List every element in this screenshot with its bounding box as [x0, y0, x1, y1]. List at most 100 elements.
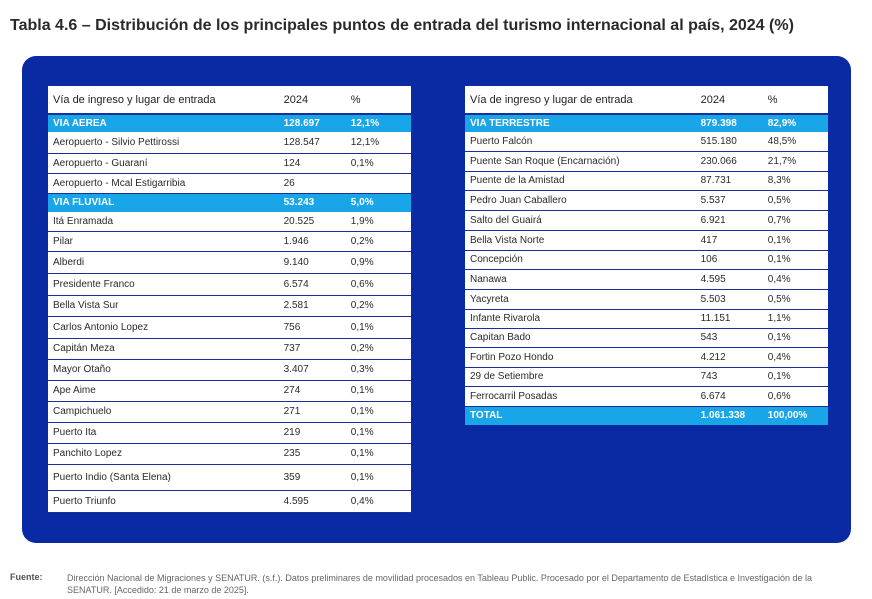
table-row: Alberdi 9.140 0,9% [48, 251, 411, 274]
cell-value: 4.595 [278, 490, 346, 513]
page-title: Tabla 4.6 – Distribución de los principa… [10, 17, 794, 34]
table-row: Campichuelo 271 0,1% [48, 401, 411, 423]
cell-pct: 1,1% [762, 309, 828, 329]
cell-pct: 0,5% [762, 289, 828, 310]
cell-value: 219 [278, 422, 346, 444]
cell-value: 359 [278, 464, 346, 491]
cell-name: Pilar [48, 231, 279, 252]
table-row: Infante Rivarola 11.151 1,1% [465, 309, 828, 329]
cell-name: Capitan Bado [465, 328, 696, 348]
cell-value: 106 [695, 250, 763, 270]
table-row: Capitan Bado 543 0,1% [465, 328, 828, 348]
cell-name: Fortin Pozo Hondo [465, 347, 696, 368]
table-row: Ape Aime 274 0,1% [48, 380, 411, 402]
cell-pct: 0,1% [762, 367, 828, 387]
cell-name: Nanawa [465, 269, 696, 290]
cell-name: Bella Vista Norte [465, 230, 696, 251]
column-header-pct: % [762, 86, 828, 115]
cell-name: Aeropuerto - Silvio Pettirossi [48, 132, 279, 154]
table-row: Aeropuerto - Silvio Pettirossi 128.547 12,… [48, 132, 411, 154]
cell-name: Carlos Antonio Lopez [48, 316, 279, 339]
cell-value: 274 [278, 380, 346, 402]
cell-value: 737 [278, 338, 346, 360]
cell-name: Itá Enramada [48, 212, 279, 232]
left-table: Vía de ingreso y lugar de entrada 2024% VI… [48, 86, 411, 513]
cell-pct: 0,1% [345, 422, 411, 444]
cell-value: 230.066 [695, 151, 763, 172]
table-row: Carlos Antonio Lopez 756 0,1% [48, 316, 411, 339]
cell-name: Bella Vista Sur [48, 295, 279, 317]
table-row: Bella Vista Norte 417 0,1% [465, 230, 828, 251]
table-row: Nanawa 4.595 0,4% [465, 269, 828, 290]
cell-name: Aeropuerto - Mcal Estigarribia [48, 173, 279, 194]
column-header-year: 2024 [278, 86, 346, 115]
cell-pct: 0,2% [345, 231, 411, 252]
table-row: Aeropuerto - Guaraní 124 0,1% [48, 153, 411, 174]
section-row: VIA TERRESTRE 879.398 82,9% [465, 114, 828, 133]
table-row: Puente San Roque (Encarnación) 230.066 21,… [465, 151, 828, 172]
cell-name: Mayor Otaño [48, 359, 279, 381]
cell-pct: 0,1% [345, 380, 411, 402]
cell-name: Puente San Roque (Encarnación) [465, 151, 696, 172]
cell-value: 417 [695, 230, 763, 251]
table-row: Ferrocarril Posadas 6.674 0,6% [465, 386, 828, 407]
table-row: Itá Enramada 20.525 1,9% [48, 212, 411, 232]
cell-name: VIA FLUVIAL [48, 193, 279, 213]
cell-name: Puerto Falcón [465, 132, 696, 152]
cell-name: Ape Aime [48, 380, 279, 402]
cell-pct: 0,9% [345, 251, 411, 274]
cell-value: 1.061.338 [695, 406, 763, 425]
cell-pct: 0,1% [345, 153, 411, 174]
cell-value: 53.243 [278, 193, 346, 213]
column-header-name: Vía de ingreso y lugar de entrada [465, 86, 696, 115]
cell-pct: 48,5% [762, 132, 828, 152]
cell-name: Concepción [465, 250, 696, 270]
cell-value: 235 [278, 443, 346, 465]
cell-value: 756 [278, 316, 346, 339]
cell-pct: 0,2% [345, 338, 411, 360]
cell-value: 2.581 [278, 295, 346, 317]
total-row: TOTAL 1.061.338 100,00% [465, 406, 828, 425]
table-row: Concepción 106 0,1% [465, 250, 828, 270]
cell-name: Puerto Triunfo [48, 490, 279, 513]
cell-pct: 0,1% [345, 464, 411, 491]
cell-value: 879.398 [695, 114, 763, 133]
cell-name: Alberdi [48, 251, 279, 274]
table-row: Salto del Guairá 6.921 0,7% [465, 210, 828, 231]
table-header-row: Vía de ingreso y lugar de entrada 2024% [48, 86, 411, 115]
table-header-row: Vía de ingreso y lugar de entrada 2024% [465, 86, 828, 115]
cell-name: Yacyreta [465, 289, 696, 310]
table-row: Presidente Franco 6.574 0,6% [48, 273, 411, 296]
cell-pct: 5,0% [345, 193, 411, 213]
table-row: Pedro Juan Caballero 5.537 0,5% [465, 190, 828, 211]
cell-name: 29 de Setiembre [465, 367, 696, 387]
cell-value: 3.407 [278, 359, 346, 381]
table-row: Panchito Lopez 235 0,1% [48, 443, 411, 465]
cell-value: 5.537 [695, 190, 763, 211]
table-row: Puente de la Amistad 87.731 8,3% [465, 171, 828, 191]
cell-pct: 12,1% [345, 132, 411, 154]
cell-pct: 8,3% [762, 171, 828, 191]
table-row: Yacyreta 5.503 0,5% [465, 289, 828, 310]
cell-pct: 12,1% [345, 114, 411, 133]
section-row: VIA AEREA 128.697 12,1% [48, 114, 411, 133]
cell-pct: 100,00% [762, 406, 828, 425]
cell-value: 271 [278, 401, 346, 423]
table-row: Puerto Ita 219 0,1% [48, 422, 411, 444]
right-table: Vía de ingreso y lugar de entrada 2024% VI… [465, 86, 828, 425]
cell-name: Puerto Ita [48, 422, 279, 444]
cell-value: 4.212 [695, 347, 763, 368]
cell-name: Salto del Guairá [465, 210, 696, 231]
cell-pct: 0,1% [762, 230, 828, 251]
cell-pct: 0,5% [762, 190, 828, 211]
cell-pct: 0,6% [345, 273, 411, 296]
cell-value: 87.731 [695, 171, 763, 191]
cell-pct: 0,7% [762, 210, 828, 231]
cell-name: Infante Rivarola [465, 309, 696, 329]
cell-pct: 0,3% [345, 359, 411, 381]
source-label: Fuente: [10, 572, 43, 582]
section-row: VIA FLUVIAL 53.243 5,0% [48, 193, 411, 213]
cell-pct: 1,9% [345, 212, 411, 232]
column-header-name: Vía de ingreso y lugar de entrada [48, 86, 279, 115]
cell-pct: 21,7% [762, 151, 828, 172]
